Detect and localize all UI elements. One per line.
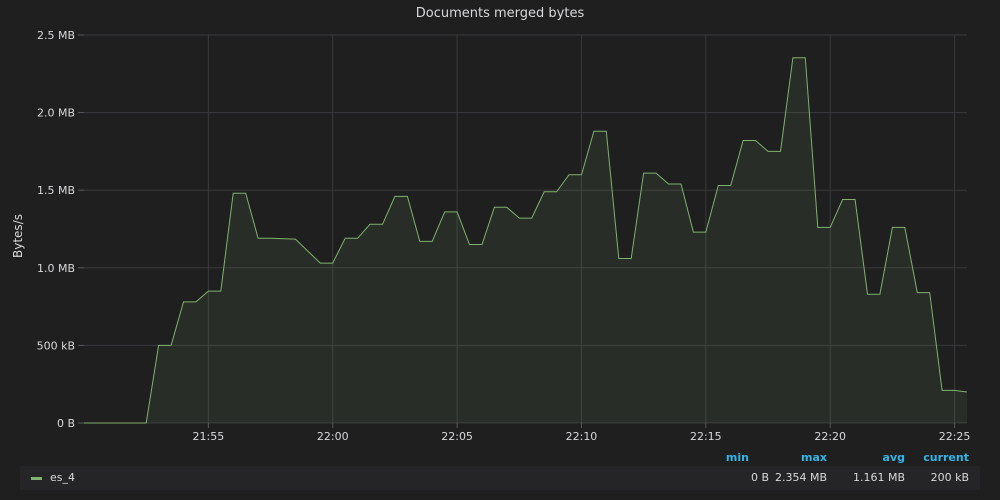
- series-data-point: [233, 193, 234, 194]
- series-data-point: [419, 241, 420, 242]
- series-data-point: [531, 218, 532, 219]
- series-area-fill: [84, 57, 967, 423]
- series-data-point: [917, 292, 918, 293]
- legend-series-swatch[interactable]: [31, 477, 42, 480]
- legend-series-max: 2.354 MB: [774, 471, 827, 484]
- grid: [84, 34, 967, 424]
- series-data-point: [830, 227, 831, 228]
- series-data-point: [817, 227, 818, 228]
- series-data-point: [606, 131, 607, 132]
- series-data-point: [929, 292, 930, 293]
- series-data-point: [556, 191, 557, 192]
- legend-header-min[interactable]: min: [725, 451, 749, 464]
- series-data-point: [705, 232, 706, 233]
- series-data-point: [643, 173, 644, 174]
- y-tick-label: 1.5 MB: [37, 184, 75, 197]
- series-data-point: [469, 244, 470, 245]
- series-data-point: [320, 263, 321, 264]
- series-data-point: [171, 345, 172, 346]
- series-data-point: [867, 294, 868, 295]
- series-data-point: [158, 345, 159, 346]
- legend-series-current: 200 kB: [930, 471, 969, 484]
- series-data-point: [743, 140, 744, 141]
- series-data-point: [494, 207, 495, 208]
- series-data-point: [668, 184, 669, 185]
- series-data-point: [270, 238, 271, 239]
- x-tick-label: 22:15: [690, 430, 722, 443]
- series-data-point: [656, 173, 657, 174]
- legend-header-current[interactable]: current: [923, 451, 969, 464]
- series-data-point: [681, 184, 682, 185]
- y-tick-label: 0 B: [57, 417, 75, 430]
- series-data-point: [519, 218, 520, 219]
- series-data-point: [84, 423, 85, 424]
- y-tick-label: 1.0 MB: [37, 262, 75, 275]
- legend-series-name[interactable]: es_4: [50, 471, 75, 484]
- series-data-point: [432, 241, 433, 242]
- series-data-point: [569, 174, 570, 175]
- series-data-point: [295, 239, 296, 240]
- x-tick-label: 22:20: [814, 430, 846, 443]
- series-data-point: [842, 199, 843, 200]
- series-data-point: [146, 423, 147, 424]
- y-tick-label: 500 kB: [37, 339, 75, 352]
- series-data-point: [879, 294, 880, 295]
- y-tick-label: 2.5 MB: [37, 29, 75, 42]
- x-tick-label: 22:00: [317, 430, 349, 443]
- x-tick-label: 22:10: [566, 430, 598, 443]
- series-data-point: [544, 191, 545, 192]
- series-data-point: [332, 263, 333, 264]
- series-data-point: [618, 258, 619, 259]
- series-data-point: [245, 193, 246, 194]
- series-data-point: [593, 131, 594, 132]
- series-data-point: [394, 196, 395, 197]
- series-data-point: [904, 227, 905, 228]
- series-data-point: [382, 224, 383, 225]
- series-data-point: [581, 174, 582, 175]
- series-data-point: [730, 185, 731, 186]
- series-data-point: [954, 390, 955, 391]
- legend-series-row[interactable]: es_4 0 B 2.354 MB 1.161 MB 200 kB: [20, 466, 980, 490]
- series-data-point: [718, 185, 719, 186]
- series-data-point: [183, 301, 184, 302]
- panel-title: Documents merged bytes: [415, 6, 585, 21]
- series-data-point: [220, 291, 221, 292]
- series-data-point: [407, 196, 408, 197]
- y-axis-label: Bytes/s: [11, 214, 25, 258]
- series-data-point: [482, 244, 483, 245]
- series-data-point: [258, 238, 259, 239]
- series-data-point: [631, 258, 632, 259]
- series-data-point: [942, 390, 943, 391]
- series-data-point: [855, 199, 856, 200]
- series-data-point: [457, 211, 458, 212]
- legend-series-avg: 1.161 MB: [852, 471, 905, 484]
- series-data-point: [768, 151, 769, 152]
- series-layer: [84, 57, 968, 424]
- series-data-point: [805, 57, 806, 58]
- series-data-point: [195, 301, 196, 302]
- y-tick-label: 2.0 MB: [37, 107, 75, 120]
- series-data-point: [693, 232, 694, 233]
- series-data-point: [506, 207, 507, 208]
- series-data-point: [755, 140, 756, 141]
- series-data-point: [792, 57, 793, 58]
- series-data-point: [370, 224, 371, 225]
- series-data-point: [780, 151, 781, 152]
- y-axis-ticks: 0 B 500 kB 1.0 MB 1.5 MB 2.0 MB 2.5 MB: [37, 29, 84, 430]
- x-tick-label: 22:05: [441, 430, 473, 443]
- series-data-point: [444, 211, 445, 212]
- series-line[interactable]: [84, 57, 968, 424]
- series-data-point: [357, 238, 358, 239]
- x-tick-label: 22:25: [939, 430, 971, 443]
- series-data-point: [208, 291, 209, 292]
- series-data-point: [892, 227, 893, 228]
- legend-series-min: 0 B: [750, 471, 769, 484]
- x-tick-label: 21:55: [193, 430, 225, 443]
- x-axis-ticks: 21:55 22:00 22:05 22:10 22:15 22:20 22:25: [193, 423, 971, 443]
- legend-header-avg[interactable]: avg: [882, 451, 905, 464]
- series-data-point: [345, 238, 346, 239]
- legend-header-max[interactable]: max: [801, 451, 827, 464]
- series-data-point: [967, 392, 968, 393]
